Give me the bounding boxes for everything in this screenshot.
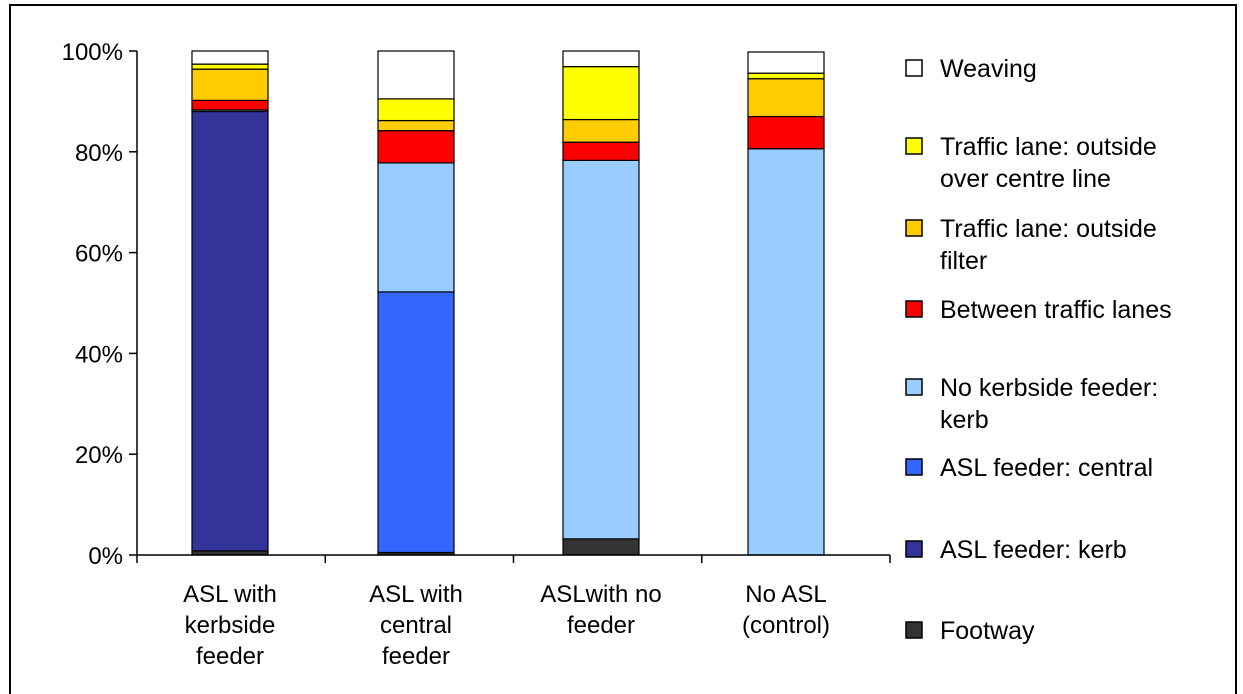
bar-segment xyxy=(191,68,269,101)
bar-segment xyxy=(747,51,825,74)
bar-segment xyxy=(747,78,825,118)
x-category-label: ASL with kerbside feeder xyxy=(183,581,277,670)
bar-segment xyxy=(747,72,825,80)
y-tick-label: 100% xyxy=(62,39,123,66)
legend-label: No kerbside feeder: kerb xyxy=(940,374,1158,434)
legend-swatch xyxy=(905,219,923,237)
bar-segment xyxy=(377,162,455,293)
y-tick-label: 20% xyxy=(75,442,123,469)
bar-segment xyxy=(377,130,455,164)
legend-label: Traffic lane: outside filter xyxy=(940,215,1157,275)
legend-swatch xyxy=(905,300,923,318)
bar-segment xyxy=(377,291,455,554)
legend-swatch xyxy=(905,137,923,155)
legend-label: ASL feeder: central xyxy=(940,454,1153,482)
bars xyxy=(191,50,825,556)
bar-segment xyxy=(562,66,640,121)
bar-segment xyxy=(191,99,269,111)
legend-swatch xyxy=(905,59,923,77)
bar-segment xyxy=(191,110,269,552)
bar-segment xyxy=(747,115,825,150)
bar-segment xyxy=(377,50,455,100)
legend-label: Footway xyxy=(940,617,1035,645)
bar-segment xyxy=(562,538,640,556)
legend-label: Weaving xyxy=(940,55,1037,83)
legend-swatch xyxy=(905,540,923,558)
bar-segment xyxy=(562,141,640,161)
y-tick-label: 80% xyxy=(75,140,123,167)
bar-segment xyxy=(377,98,455,122)
x-category-label: No ASL (control) xyxy=(742,581,830,639)
bar-segment xyxy=(562,50,640,68)
x-axis: ASL with kerbside feeder ASL with central fee… xyxy=(136,554,891,670)
bar-segment xyxy=(191,63,269,70)
x-category-label: ASLwith no feeder xyxy=(540,581,661,639)
legend-swatch xyxy=(905,621,923,639)
y-tick-label: 40% xyxy=(75,341,123,368)
legend-label: Traffic lane: outside over centre line xyxy=(940,133,1157,193)
legend-label: Between traffic lanes xyxy=(940,296,1172,324)
bar-segment xyxy=(562,159,640,540)
x-category-label: ASL with central feeder xyxy=(369,581,463,670)
y-axis: 0% 20% 40% 60% 80% 100% xyxy=(62,39,138,570)
bar-segment xyxy=(377,119,455,132)
legend-label: ASL feeder: kerb xyxy=(940,536,1127,564)
y-tick-label: 0% xyxy=(88,543,123,570)
legend-swatch xyxy=(905,458,923,476)
bar-segment xyxy=(562,118,640,143)
legend-swatch xyxy=(905,378,923,396)
bar-segment xyxy=(191,50,269,65)
bar-segment xyxy=(747,148,825,556)
legend: Weaving Traffic lane: outside over centre … xyxy=(905,55,1172,645)
y-tick-label: 60% xyxy=(75,241,123,268)
